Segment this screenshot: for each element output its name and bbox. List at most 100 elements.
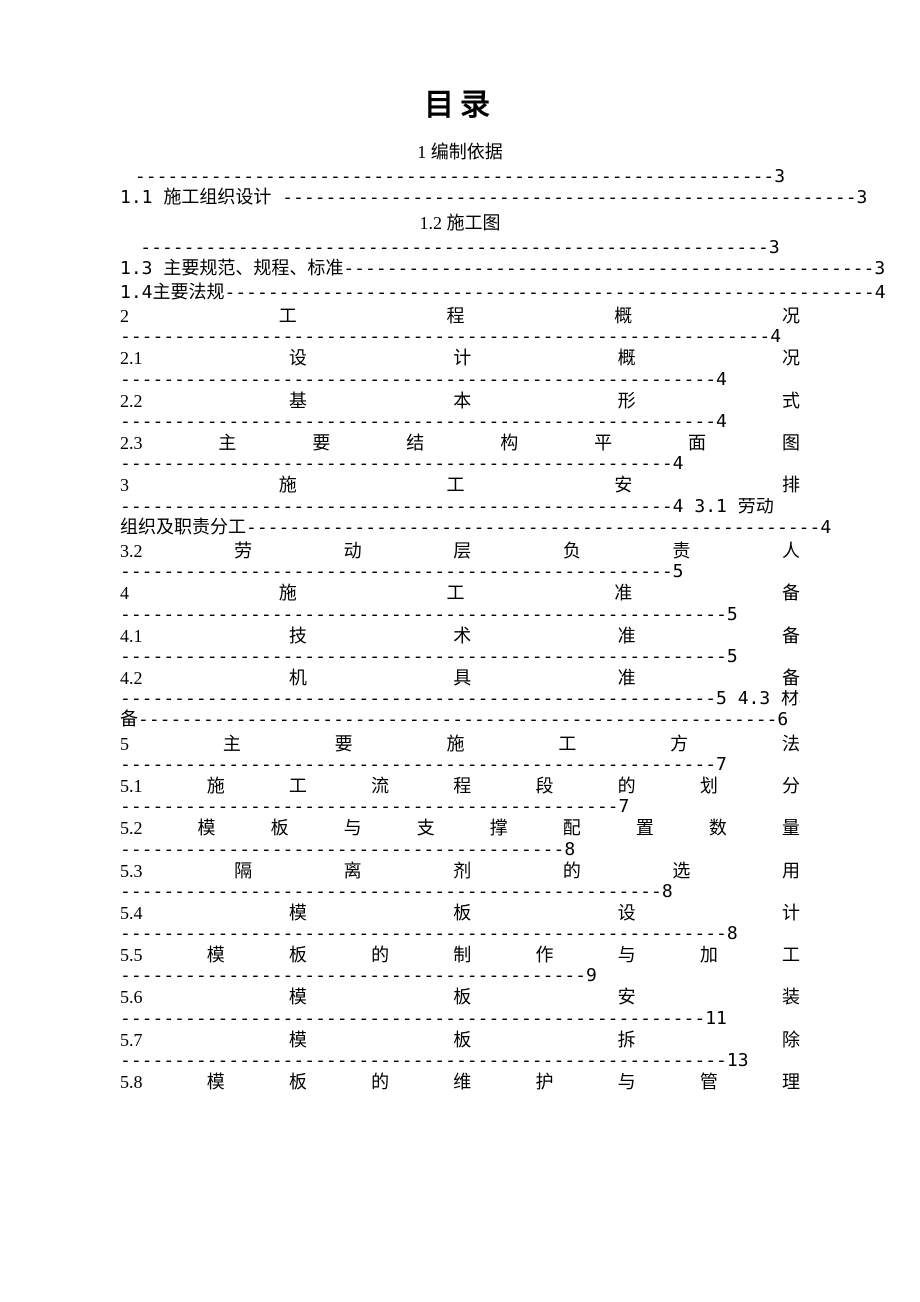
toc-entry-char: 剂 (453, 859, 471, 883)
toc-entry-char: 5.3 (120, 859, 143, 883)
toc-entry-char: 计 (782, 901, 800, 925)
toc-entry-char: 平 (594, 431, 612, 455)
toc-entry-char: 制 (453, 943, 471, 967)
toc-entry-char: 模 (289, 1028, 307, 1052)
toc-entry-char: 人 (782, 539, 800, 563)
toc-entry-char: 要 (312, 431, 330, 455)
toc-entry-char: 2.2 (120, 389, 143, 413)
toc-entry-char: 构 (500, 431, 518, 455)
toc-entry: 4.1技术准备 (120, 624, 800, 648)
toc-entry-char: 流 (371, 774, 389, 798)
toc-entry-char: 板 (271, 816, 289, 840)
toc-entry: 5.8模板的维护与管理 (120, 1070, 800, 1094)
toc-entry-char: 离 (344, 859, 362, 883)
toc-entry-char: 工 (447, 473, 465, 497)
toc-entry-char: 5.4 (120, 901, 143, 925)
toc-entry-char: 管 (700, 1070, 718, 1094)
toc-entry: 1.1 施工组织设计 -----------------------------… (120, 186, 800, 209)
toc-entry-char: 5.6 (120, 985, 143, 1009)
toc-entry: 5主要施工方法 (120, 732, 800, 756)
toc-entry-char: 基 (289, 389, 307, 413)
toc-entry-char: 概 (618, 346, 636, 370)
toc-entry-char: 主 (223, 732, 241, 756)
toc-entry: 1.2 施工图 (120, 209, 800, 235)
toc-entry: 5.4模板设计 (120, 901, 800, 925)
toc-entry: 2工程概况 (120, 304, 800, 328)
toc-entry-char: 机 (289, 666, 307, 690)
toc-entry-char: 数 (709, 816, 727, 840)
toc-dashline: ----------------------------------------… (120, 371, 800, 389)
toc-entry-char: 与 (618, 943, 636, 967)
toc-entry: 5.6模板安装 (120, 985, 800, 1009)
toc-entry-char: 支 (417, 816, 435, 840)
toc-entry-char: 的 (618, 774, 636, 798)
toc-dashline: ----------------------------------------… (120, 455, 800, 473)
toc-dashline: ----------------------------------------… (120, 563, 800, 581)
toc-entry-char: 模 (289, 985, 307, 1009)
toc-entry-char: 设 (289, 346, 307, 370)
toc-entry: 4施工准备 (120, 581, 800, 605)
toc-entry-char: 施 (279, 473, 297, 497)
toc-entry-char: 技 (289, 624, 307, 648)
toc-entry-char: 2 (120, 304, 129, 328)
toc-entry-char: 安 (618, 985, 636, 1009)
toc-dashline: ----------------------------------------… (120, 413, 800, 431)
toc-entry-char: 加 (700, 943, 718, 967)
toc-dashline: ----------------------------------------… (120, 967, 800, 985)
toc-entry: 1.4主要法规---------------------------------… (120, 281, 800, 304)
toc-entry-char: 5 (120, 732, 129, 756)
toc-entry-char: 板 (453, 1028, 471, 1052)
toc-entry-char: 3 (120, 473, 129, 497)
toc-entry-char: 4.1 (120, 624, 143, 648)
toc-dashline: ----------------------------------------… (120, 498, 800, 516)
toc-dashline: ----------------------------------------… (120, 756, 800, 774)
toc-body: ----------------------------------------… (120, 168, 800, 1094)
toc-entry: 1.3 主要规范、规程、标准--------------------------… (120, 257, 800, 280)
toc-entry-char: 划 (700, 774, 718, 798)
toc-entry-char: 层 (453, 539, 471, 563)
toc-entry: 4.2机具准备 (120, 666, 800, 690)
toc-dashline: ----------------------------------------… (120, 690, 800, 708)
toc-entry-char: 责 (672, 539, 690, 563)
toc-entry: 5.1施工流程段的划分 (120, 774, 800, 798)
toc-entry-char: 除 (782, 1028, 800, 1052)
toc-entry-char: 施 (207, 774, 225, 798)
toc-dashline: ----------------------------------------… (120, 1010, 800, 1028)
toc-entry-char: 的 (371, 943, 389, 967)
toc-entry-char: 的 (371, 1070, 389, 1094)
toc-entry-char: 撑 (490, 816, 508, 840)
toc-entry-char: 术 (453, 624, 471, 648)
toc-entry-char: 段 (535, 774, 553, 798)
toc-entry-char: 5.2 (120, 816, 143, 840)
toc-entry-char: 置 (636, 816, 654, 840)
toc-entry-char: 备 (782, 666, 800, 690)
toc-entry: 2.3主要结构平面图 (120, 431, 800, 455)
toc-entry-char: 工 (289, 774, 307, 798)
toc-dashline: ----------------------------------------… (120, 648, 800, 666)
toc-entry-char: 模 (289, 901, 307, 925)
toc-dashline: ----------------------------------------… (120, 239, 800, 257)
toc-entry-char: 模 (207, 943, 225, 967)
toc-entry: 5.5模板的制作与加工 (120, 943, 800, 967)
toc-entry-char: 况 (782, 304, 800, 328)
toc-entry-char: 方 (670, 732, 688, 756)
toc-entry-char: 动 (344, 539, 362, 563)
toc-entry-char: 的 (563, 859, 581, 883)
toc-entry-char: 备 (782, 624, 800, 648)
toc-entry-char: 4.2 (120, 666, 143, 690)
toc-entry-char: 图 (782, 431, 800, 455)
toc-entry: 2.1设计概况 (120, 346, 800, 370)
toc-entry-char: 备 (782, 581, 800, 605)
toc-entry-char: 板 (453, 985, 471, 1009)
toc-entry-char: 要 (335, 732, 353, 756)
toc-entry-char: 5.5 (120, 943, 143, 967)
toc-entry-char: 排 (782, 473, 800, 497)
toc-entry-char: 5.8 (120, 1070, 143, 1094)
toc-entry-char: 施 (446, 732, 464, 756)
toc-entry-char: 量 (782, 816, 800, 840)
toc-entry-char: 板 (289, 1070, 307, 1094)
toc-entry-char: 作 (535, 943, 553, 967)
toc-entry-char: 工 (782, 943, 800, 967)
toc-dashline: ----------------------------------------… (120, 798, 800, 816)
toc-entry-char: 本 (453, 389, 471, 413)
